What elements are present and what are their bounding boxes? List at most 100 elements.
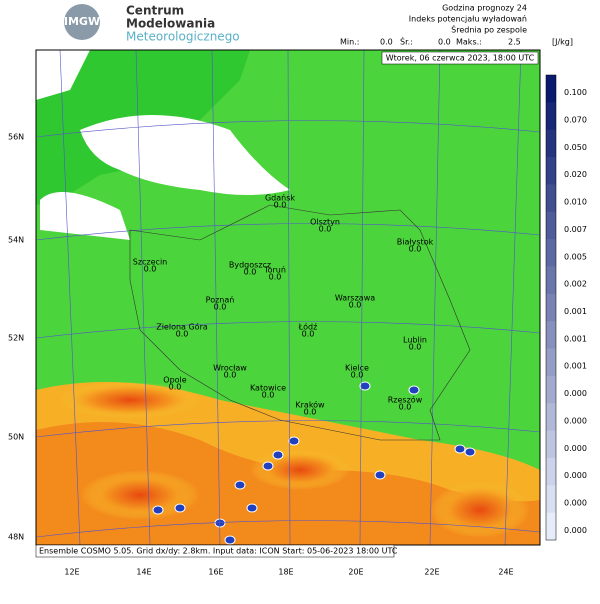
- storm-cell: [246, 503, 258, 513]
- colorbar-label: 0.000: [564, 526, 587, 535]
- city-name: Toruń: [263, 266, 286, 275]
- colorbar-label: 0.070: [564, 116, 587, 125]
- org-line: Meteorologicznego: [126, 30, 240, 44]
- colorbar-label: 0.010: [564, 198, 587, 207]
- colorbar-step: [546, 512, 556, 541]
- city-name: Poznań: [206, 296, 235, 305]
- colorbar-label: 0.000: [564, 444, 587, 453]
- colorbar-step: [546, 293, 556, 322]
- colorbar-label: 0.050: [564, 143, 587, 152]
- org-line: Modelowania: [126, 17, 215, 31]
- city-value: 0.0: [399, 403, 412, 412]
- lon-label: 22E: [424, 568, 439, 577]
- colorbar-step: [546, 321, 556, 350]
- parallel: [35, 223, 541, 241]
- colorbar-label: 0.000: [564, 389, 587, 398]
- stat-value: 2.5: [508, 38, 521, 47]
- parallel: [35, 420, 541, 438]
- lon-label: 12E: [64, 568, 79, 577]
- lat-label: 54N: [8, 236, 24, 245]
- meridian: [211, 49, 221, 546]
- city-value: 0.0: [144, 265, 157, 274]
- sea: [36, 50, 90, 100]
- info: Godzina prognozy 24: [442, 4, 527, 13]
- city-name: Rzeszów: [388, 395, 423, 405]
- lon-label: 14E: [136, 568, 151, 577]
- colorbar-label: 0.005: [564, 252, 587, 261]
- storm-cell: [374, 470, 386, 480]
- date-box: [381, 51, 539, 65]
- lon-label: 20E: [348, 568, 363, 577]
- city-name: Bydgoszcz: [229, 261, 271, 270]
- lon-label: 24E: [498, 568, 513, 577]
- meridian: [287, 49, 291, 546]
- city-value: 0.0: [214, 303, 227, 312]
- sea: [40, 192, 130, 240]
- lon-label: 18E: [278, 568, 293, 577]
- colorbar-step: [546, 239, 556, 267]
- colorbar-step: [546, 157, 556, 185]
- colorbar-step: [546, 403, 556, 432]
- colorbar-label: 0.000: [564, 416, 587, 425]
- storm-cell: [224, 535, 236, 545]
- colorbar-frame: [545, 74, 557, 541]
- city-value: 0.0: [409, 245, 422, 254]
- city-name: Gdańsk: [265, 194, 295, 203]
- colorbar-label: 0.001: [564, 307, 587, 316]
- city-name: Warszawa: [335, 294, 375, 303]
- lon-label: 16E: [208, 568, 223, 577]
- unit: [J/kg]: [552, 38, 573, 47]
- storm-cell: [262, 461, 274, 471]
- storm-cell: [234, 480, 246, 490]
- parallel: [35, 321, 541, 339]
- hot-area: [60, 382, 200, 418]
- storm-cell: [454, 444, 466, 454]
- stat-value: 0.0: [380, 38, 393, 47]
- lat-label: 52N: [8, 334, 24, 343]
- colorbar-label: 0.001: [564, 334, 587, 343]
- info: Średnia po zespole: [451, 24, 527, 35]
- logo-circle: [64, 4, 100, 40]
- colorbar-step: [546, 184, 556, 213]
- colorbar-step: [546, 375, 556, 404]
- colorbar-step: [546, 348, 556, 377]
- city-name: Szczecin: [133, 258, 168, 267]
- city-value: 0.0: [349, 301, 362, 310]
- city-name: Łódź: [298, 322, 318, 332]
- storm-cell: [174, 503, 186, 513]
- sea: [80, 115, 290, 195]
- meridian: [135, 49, 151, 546]
- city-value: 0.0: [409, 343, 422, 352]
- colorbar-step: [546, 75, 556, 103]
- city-name: Kraków: [295, 400, 325, 410]
- colorbar-step: [546, 211, 556, 240]
- colorbar-label: 0.007: [564, 225, 587, 234]
- city-name: Kielce: [345, 364, 369, 373]
- logo: IMGW: [64, 15, 100, 28]
- colorbar-step: [546, 102, 556, 131]
- org-line: Centrum: [126, 4, 184, 18]
- storm-cell: [408, 385, 420, 395]
- colorbar-step: [546, 129, 556, 158]
- stat-value: 0.0: [438, 38, 451, 47]
- storm-cell: [272, 450, 284, 460]
- date: Wtorek, 06 czerwca 2023, 18:00 UTC: [386, 54, 535, 63]
- lat-label: 56N: [8, 133, 24, 142]
- storm-cell: [288, 436, 300, 446]
- lat-label: 50N: [8, 433, 24, 442]
- meridian: [359, 49, 365, 546]
- city-name: Zielona Góra: [156, 322, 208, 332]
- city-value: 0.0: [351, 371, 364, 380]
- parallel: [35, 120, 541, 138]
- hot-area: [430, 482, 530, 538]
- footer: Ensemble COSMO 5.05. Grid dx/dy: 2.8km. …: [39, 547, 398, 556]
- city-value: 0.0: [274, 201, 287, 210]
- border: [129, 204, 471, 441]
- storm-cell: [214, 518, 226, 528]
- city-name: Katowice: [250, 384, 286, 393]
- colorbar-step: [546, 430, 556, 459]
- colorbar-step: [546, 457, 556, 486]
- city-value: 0.0: [269, 273, 282, 282]
- meridian: [504, 49, 522, 546]
